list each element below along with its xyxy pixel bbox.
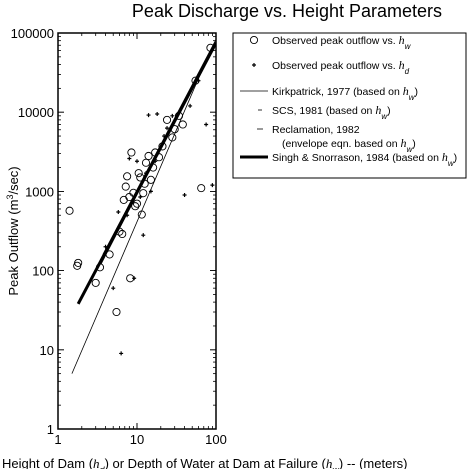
- point-hd: [103, 244, 108, 249]
- point-hw: [129, 188, 138, 197]
- point-hw: [132, 199, 142, 208]
- point-hw: [95, 263, 105, 272]
- legend-label: Observed peak outflow vs. hd: [272, 58, 410, 76]
- point-hd: [132, 276, 137, 281]
- x-tick-label: 1: [54, 432, 61, 447]
- point-hd: [162, 134, 167, 139]
- point-hd: [135, 159, 139, 164]
- legend-box: [232, 32, 467, 179]
- point-hd: [182, 193, 187, 198]
- data-points: [65, 43, 215, 356]
- point-hw: [105, 250, 114, 259]
- point-hd: [170, 113, 175, 118]
- legend-label: SCS, 1981 (based on hw): [272, 103, 391, 121]
- point-hw: [74, 258, 83, 267]
- point-hw: [137, 210, 146, 219]
- point-hd: [127, 156, 132, 161]
- legend-label: Observed peak outflow vs. hw: [272, 33, 412, 51]
- point-hw: [146, 175, 155, 184]
- point-hw: [174, 111, 184, 120]
- point-hd: [196, 78, 201, 83]
- fit-lines: [71, 39, 216, 374]
- point-hw: [134, 169, 143, 178]
- point-hd: [144, 171, 149, 176]
- point-hd: [153, 159, 158, 164]
- point-hd: [141, 233, 146, 238]
- legend-marker-circle: [249, 35, 259, 45]
- point-hw: [91, 278, 100, 287]
- legend-label: Singh & Snorrason, 1984 (based on hw): [272, 150, 457, 168]
- legend-marker-plus: [252, 63, 256, 67]
- chart-title: Peak Discharge vs. Height Parameters: [132, 1, 442, 21]
- point-hw: [131, 202, 140, 211]
- axis-ticks: [57, 32, 217, 430]
- point-hd: [155, 111, 160, 116]
- point-hw: [168, 133, 177, 142]
- point-hw: [121, 182, 130, 191]
- point-hd: [111, 286, 116, 291]
- y-tick-label: 100000: [11, 26, 54, 41]
- point-hw: [170, 125, 179, 134]
- point-hd: [116, 209, 121, 214]
- axis-tick-labels: 1 10 100 1 10 100 1000 10000 100000: [11, 26, 227, 447]
- point-hw: [115, 227, 124, 236]
- y-tick-label: 1000: [25, 184, 54, 199]
- y-tick-label: 10: [40, 343, 54, 358]
- point-hw: [140, 179, 149, 188]
- legend-label: Reclamation, 1982: [272, 124, 360, 136]
- point-hw: [154, 153, 164, 162]
- point-hd: [138, 194, 143, 199]
- point-hd: [165, 126, 170, 131]
- point-hw: [119, 195, 128, 204]
- x-axis-label: Height of Dam (hd) or Depth of Water at …: [2, 456, 407, 469]
- point-hw: [139, 189, 148, 198]
- point-hd: [146, 113, 151, 118]
- point-hw: [127, 148, 136, 157]
- line-kirkpatrick: [71, 50, 211, 374]
- point-hw: [197, 184, 206, 193]
- point-hw: [144, 151, 153, 161]
- point-hw: [112, 307, 121, 317]
- point-hd: [119, 351, 124, 356]
- point-hd: [125, 213, 130, 218]
- legend-label-line2: (envelope eqn. based on hw): [282, 136, 416, 154]
- point-hw: [162, 115, 172, 124]
- point-hd: [188, 103, 193, 108]
- x-tick-label: 10: [130, 432, 144, 447]
- point-hw: [149, 163, 158, 172]
- y-tick-label: 10000: [18, 105, 54, 120]
- point-hw: [158, 142, 167, 151]
- legend-label: Kirkpatrick, 1977 (based on hw): [272, 84, 418, 102]
- point-hw: [125, 192, 134, 202]
- point-hw: [178, 120, 187, 129]
- y-tick-label: 1: [47, 422, 54, 437]
- point-hw: [136, 173, 145, 182]
- point-hw: [123, 172, 132, 181]
- y-tick-label: 100: [32, 264, 54, 279]
- point-hw: [206, 43, 215, 52]
- point-hd: [210, 183, 215, 188]
- point-hw: [65, 206, 74, 215]
- point-hw: [118, 229, 127, 239]
- x-tick-label: 100: [205, 432, 227, 447]
- point-hw: [141, 158, 151, 167]
- legend: Observed peak outflow vs. hw Observed pea…: [232, 32, 467, 179]
- point-hd: [204, 122, 209, 127]
- point-hd: [148, 189, 153, 194]
- y-axis-label: Peak Outflow (m3/sec): [5, 166, 21, 295]
